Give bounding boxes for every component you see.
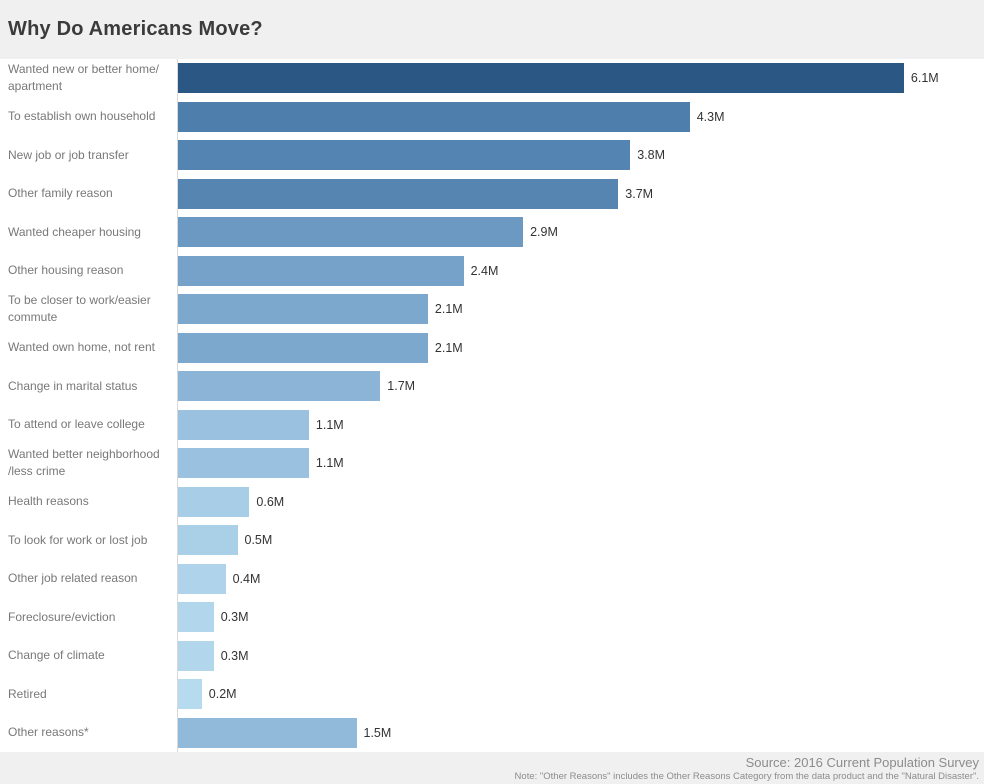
category-label: Other job related reason <box>8 571 138 586</box>
bar-track: 2.1M <box>177 290 984 329</box>
bar-row: To be closer to work/easier commute 2.1M <box>0 290 984 329</box>
category-label: Other family reason <box>8 186 113 201</box>
bar-row: Health reasons 0.6M <box>0 482 984 521</box>
category-label: Wanted new or better home/ apartment <box>8 61 159 94</box>
value-label: 1.1M <box>315 456 344 471</box>
value-label: 0.3M <box>220 648 249 663</box>
value-label: 6.1M <box>910 71 939 86</box>
bar[interactable] <box>178 679 202 710</box>
caption-area: Source: 2016 Current Population Survey N… <box>0 752 984 784</box>
bar[interactable] <box>178 332 428 363</box>
bar-track: 0.3M <box>177 598 984 637</box>
bar-row: Change of climate 0.3M <box>0 636 984 675</box>
category-label: To establish own household <box>8 109 156 124</box>
bar-row: Retired 0.2M <box>0 675 984 714</box>
bar[interactable] <box>178 602 214 633</box>
value-label: 0.3M <box>220 610 249 625</box>
value-label: 3.7M <box>625 186 654 201</box>
bar[interactable] <box>178 294 428 325</box>
bar-track: 4.3M <box>177 97 984 136</box>
category-label: Health reasons <box>8 494 89 509</box>
bar-row: Wanted cheaper housing 2.9M <box>0 213 984 252</box>
bar[interactable] <box>178 140 631 171</box>
bar-track: 1.1M <box>177 405 984 444</box>
bar-chart: Wanted new or better home/ apartment 6.1… <box>0 59 984 752</box>
bar[interactable] <box>178 101 690 132</box>
value-label: 0.2M <box>208 687 237 702</box>
value-label: 2.4M <box>470 263 499 278</box>
bar-track: 1.1M <box>177 444 984 483</box>
bar-row: New job or job transfer 3.8M <box>0 136 984 175</box>
note-caption: Note: "Other Reasons" includes the Other… <box>514 770 979 782</box>
value-label: 0.4M <box>232 571 261 586</box>
bar-track: 0.6M <box>177 482 984 521</box>
bar-row: Wanted new or better home/ apartment 6.1… <box>0 59 984 98</box>
category-label: Other housing reason <box>8 263 124 278</box>
category-label: To look for work or lost job <box>8 532 148 547</box>
bar-rows-container: Wanted new or better home/ apartment 6.1… <box>0 59 984 752</box>
bar-track: 0.4M <box>177 559 984 598</box>
bar-track: 2.9M <box>177 213 984 252</box>
bar[interactable] <box>178 486 250 517</box>
bar[interactable] <box>178 255 464 286</box>
bar-row: Other housing reason 2.4M <box>0 251 984 290</box>
category-label: Wanted cheaper housing <box>8 224 141 239</box>
bar-row: To establish own household 4.3M <box>0 97 984 136</box>
value-label: 1.5M <box>363 725 392 740</box>
value-label: 1.1M <box>315 417 344 432</box>
bar[interactable] <box>178 448 309 479</box>
bar-track: 0.3M <box>177 636 984 675</box>
source-caption: Source: 2016 Current Population Survey <box>745 755 979 770</box>
bar-row: Foreclosure/eviction 0.3M <box>0 598 984 637</box>
bar-row: To look for work or lost job 0.5M <box>0 521 984 560</box>
bar-track: 6.1M <box>177 59 984 98</box>
bar-row: Wanted better neighborhood /less crime 1… <box>0 444 984 483</box>
value-label: 3.8M <box>637 148 665 163</box>
bar[interactable] <box>178 371 381 402</box>
chart-title-bar: Why Do Americans Move? <box>0 0 984 59</box>
bar-track: 2.1M <box>177 328 984 367</box>
bar-track: 3.8M <box>177 136 984 175</box>
category-label: To attend or leave college <box>8 417 145 432</box>
bar[interactable] <box>178 409 309 440</box>
bar-row: Other job related reason 0.4M <box>0 559 984 598</box>
bar-row: Change in marital status 1.7M <box>0 367 984 406</box>
category-label: To be closer to work/easier commute <box>8 292 151 325</box>
bar-track: 1.7M <box>177 367 984 406</box>
bar-track: 0.5M <box>177 521 984 560</box>
category-label: Retired <box>8 686 47 701</box>
bar-row: Wanted own home, not rent 2.1M <box>0 328 984 367</box>
category-label: Change in marital status <box>8 378 138 393</box>
value-label: 1.7M <box>387 379 416 394</box>
category-label: Change of climate <box>8 648 105 663</box>
bar[interactable] <box>178 63 904 94</box>
bar-row: Other family reason 3.7M <box>0 174 984 213</box>
category-label: Wanted better neighborhood /less crime <box>8 446 160 479</box>
bar[interactable] <box>178 217 524 248</box>
value-label: 0.6M <box>256 494 285 509</box>
bar[interactable] <box>178 717 357 748</box>
chart-title: Why Do Americans Move? <box>8 18 263 40</box>
value-label: 2.1M <box>434 302 463 317</box>
value-label: 0.5M <box>244 533 273 548</box>
bar-row: Other reasons* 1.5M <box>0 713 984 752</box>
bar-track: 1.5M <box>177 713 984 752</box>
bar-track: 2.4M <box>177 251 984 290</box>
bar[interactable] <box>178 178 619 209</box>
bar[interactable] <box>178 563 226 594</box>
category-label: Other reasons* <box>8 725 89 740</box>
value-label: 4.3M <box>696 109 725 124</box>
bar[interactable] <box>178 525 238 556</box>
category-label: New job or job transfer <box>8 147 129 162</box>
value-label: 2.1M <box>434 340 463 355</box>
value-label: 2.9M <box>530 225 558 240</box>
category-label: Wanted own home, not rent <box>8 340 155 355</box>
bar-row: To attend or leave college 1.1M <box>0 405 984 444</box>
category-label: Foreclosure/eviction <box>8 609 116 624</box>
bar-track: 0.2M <box>177 675 984 714</box>
bar-track: 3.7M <box>177 174 984 213</box>
bar[interactable] <box>178 640 214 671</box>
